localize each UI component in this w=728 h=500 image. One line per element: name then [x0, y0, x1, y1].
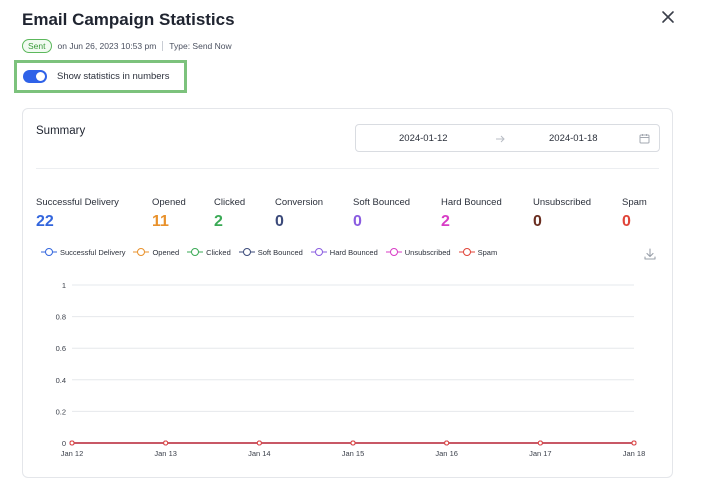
stat-value: 22 — [36, 213, 54, 230]
stat-label: Spam — [622, 197, 647, 208]
legend-label: Opened — [152, 247, 180, 257]
close-icon[interactable] — [659, 8, 677, 26]
legend-label: Successful Delivery — [60, 247, 126, 257]
data-point[interactable] — [350, 440, 356, 446]
arrow-right-icon — [496, 135, 505, 143]
campaign-type: Type: Send Now — [169, 41, 232, 51]
x-tick-label: Jan 12 — [61, 449, 84, 458]
stat-successful-delivery: Successful Delivery 22 — [36, 197, 119, 231]
data-point[interactable] — [256, 440, 262, 446]
stat-value: 0 — [622, 213, 631, 230]
stat-opened: Opened 11 — [152, 197, 186, 231]
y-tick-label: 0.4 — [56, 376, 66, 385]
legend-marker-icon — [41, 248, 57, 256]
legend-marker-icon — [133, 248, 150, 256]
date-to[interactable]: 2024-01-18 — [549, 133, 598, 144]
stat-label: Successful Delivery — [36, 197, 119, 208]
stat-value: 2 — [441, 213, 450, 230]
legend-label: Hard Bounced — [329, 247, 378, 257]
stat-label: Clicked — [214, 197, 246, 208]
x-tick-label: Jan 17 — [529, 449, 552, 458]
legend-marker-icon — [187, 248, 204, 256]
legend-marker-icon — [458, 248, 475, 256]
stat-label: Opened — [152, 197, 186, 208]
stat-spam: Spam 0 — [622, 197, 647, 231]
x-tick-label: Jan 16 — [435, 449, 458, 458]
legend-label: Unsubscribed — [404, 247, 451, 257]
line-chart: 0 0.2 0.4 0.6 0.8 1 Jan 12 Jan 13 Jan 14 Jan 15 Ja… — [56, 281, 646, 458]
legend-item[interactable]: Unsubscribed — [385, 247, 451, 257]
sent-date: on Jun 26, 2023 10:53 pm — [57, 41, 157, 51]
download-icon[interactable] — [643, 247, 657, 261]
stat-label: Soft Bounced — [353, 197, 411, 208]
legend-item[interactable]: Soft Bounced — [238, 247, 303, 257]
status-badge: Sent — [22, 39, 52, 53]
legend-marker-icon — [310, 248, 327, 256]
data-point[interactable] — [631, 440, 637, 446]
stat-value: 11 — [152, 213, 169, 230]
stat-label: Conversion — [275, 197, 324, 208]
stat-unsubscribed: Unsubscribed 0 — [533, 197, 591, 231]
show-numbers-label: Show statistics in numbers — [57, 71, 170, 82]
y-tick-label: 1 — [62, 281, 66, 290]
stat-value: 0 — [275, 213, 284, 230]
stat-conversion: Conversion 0 — [275, 197, 323, 231]
page-title: Email Campaign Statistics — [22, 10, 235, 29]
legend-label: Clicked — [206, 247, 231, 257]
legend-marker-icon — [385, 248, 402, 256]
y-tick-label: 0.6 — [56, 344, 66, 353]
x-tick-label: Jan 15 — [342, 449, 365, 458]
x-tick-label: Jan 13 — [154, 449, 177, 458]
calendar-icon[interactable] — [639, 133, 650, 144]
stat-hard-bounced: Hard Bounced 2 — [441, 197, 502, 231]
legend-marker-icon — [238, 248, 255, 256]
x-tick-label: Jan 18 — [623, 449, 646, 458]
meta-divider — [162, 41, 164, 51]
stat-label: Hard Bounced — [441, 197, 502, 208]
stat-value: 0 — [353, 213, 362, 230]
legend-item[interactable]: Clicked — [187, 247, 231, 257]
stat-value: 0 — [533, 213, 542, 230]
x-tick-label: Jan 14 — [248, 449, 271, 458]
stat-soft-bounced: Soft Bounced 0 — [353, 197, 410, 231]
y-tick-label: 0.8 — [56, 313, 66, 322]
legend-item[interactable]: Hard Bounced — [310, 247, 378, 257]
date-range-picker[interactable]: 2024-01-12 2024-01-18 — [355, 124, 660, 152]
chart-legend: Successful Delivery Opened Clicked Soft Bou… — [41, 246, 505, 258]
summary-card: Summary 2024-01-12 2024-01-18 Successful… — [22, 108, 673, 478]
date-from[interactable]: 2024-01-12 — [399, 133, 448, 144]
legend-item[interactable]: Successful Delivery — [41, 247, 125, 257]
legend-item[interactable]: Spam — [458, 247, 498, 257]
legend-label: Spam — [477, 247, 498, 257]
summary-title: Summary — [36, 125, 86, 137]
stat-clicked: Clicked 2 — [214, 197, 245, 231]
data-point[interactable] — [163, 440, 169, 446]
show-numbers-toggle[interactable] — [23, 70, 47, 83]
data-point[interactable] — [69, 440, 75, 446]
campaign-meta: Sent on Jun 26, 2023 10:53 pm Type: Send… — [22, 39, 232, 53]
data-point[interactable] — [444, 440, 450, 446]
stat-label: Unsubscribed — [533, 197, 592, 208]
stat-value: 2 — [214, 213, 223, 230]
toggle-knob — [36, 72, 45, 81]
show-numbers-toggle-row: Show statistics in numbers — [14, 60, 187, 93]
y-tick-label: 0 — [62, 439, 66, 448]
legend-label: Soft Bounced — [257, 247, 303, 257]
y-tick-label: 0.2 — [56, 407, 66, 416]
legend-item[interactable]: Opened — [133, 247, 179, 257]
data-point[interactable] — [537, 440, 543, 446]
card-divider — [36, 168, 659, 169]
